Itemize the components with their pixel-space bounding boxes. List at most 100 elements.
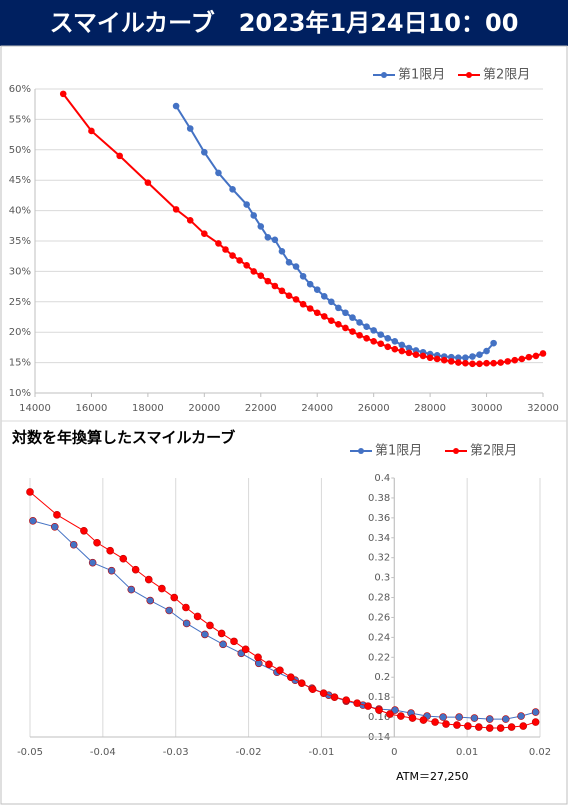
point bbox=[447, 358, 455, 365]
point bbox=[271, 236, 279, 244]
y-tick-label: 0.2 bbox=[374, 672, 390, 683]
y-tick-label: 45% bbox=[9, 175, 31, 186]
point bbox=[433, 355, 441, 363]
x-tick-label: -0.01 bbox=[308, 747, 334, 758]
point bbox=[26, 488, 34, 496]
point bbox=[455, 713, 463, 721]
point bbox=[222, 246, 229, 253]
point bbox=[496, 724, 505, 732]
point bbox=[517, 712, 525, 720]
point bbox=[217, 629, 226, 638]
y-tick-label: 0.38 bbox=[368, 493, 390, 504]
point bbox=[391, 706, 399, 714]
legend-label: 第1限月 bbox=[375, 444, 422, 459]
point bbox=[539, 350, 547, 357]
x-tick-label: 26000 bbox=[358, 403, 390, 414]
point bbox=[462, 359, 469, 367]
x-tick-label: 16000 bbox=[76, 403, 108, 414]
point bbox=[219, 640, 227, 649]
point bbox=[257, 223, 265, 230]
y-tick-label: 0.34 bbox=[368, 533, 390, 544]
point bbox=[201, 230, 208, 238]
point bbox=[172, 206, 180, 213]
point bbox=[313, 309, 321, 317]
point bbox=[483, 347, 490, 355]
point bbox=[330, 693, 339, 701]
point bbox=[186, 217, 194, 224]
y-tick-label: 55% bbox=[9, 114, 31, 125]
point bbox=[80, 526, 88, 535]
point bbox=[391, 345, 399, 353]
point bbox=[525, 353, 533, 361]
point bbox=[53, 511, 61, 519]
y-tick-label: 0.16 bbox=[368, 712, 390, 723]
series-line bbox=[175, 105, 495, 359]
point bbox=[328, 298, 335, 306]
y-tick-label: 40% bbox=[9, 206, 31, 217]
point bbox=[531, 708, 540, 716]
point bbox=[442, 720, 450, 728]
x-tick-label: -0.05 bbox=[17, 747, 43, 758]
point bbox=[146, 596, 155, 605]
y-tick-label: 0.3 bbox=[374, 573, 390, 584]
point bbox=[364, 702, 372, 710]
point bbox=[384, 343, 392, 351]
y-tick-label: 0.36 bbox=[368, 513, 390, 524]
point bbox=[531, 718, 540, 726]
legend-label: 第1限月 bbox=[398, 68, 445, 83]
point bbox=[271, 282, 279, 290]
y-tick-label: 0.18 bbox=[368, 692, 390, 703]
point bbox=[313, 286, 321, 293]
point bbox=[241, 645, 250, 654]
y-tick-label: 0.28 bbox=[368, 593, 390, 604]
point bbox=[264, 234, 272, 241]
point bbox=[490, 339, 497, 347]
x-tick-label: 32000 bbox=[527, 403, 559, 414]
x-tick-label: 30000 bbox=[471, 403, 503, 414]
point bbox=[278, 248, 286, 255]
point bbox=[363, 323, 370, 331]
point bbox=[511, 356, 519, 364]
point bbox=[59, 90, 67, 98]
point bbox=[93, 538, 101, 547]
point bbox=[144, 179, 152, 186]
chart-title: 対数を年換算したスマイルカーブ bbox=[11, 429, 235, 447]
point bbox=[464, 722, 472, 730]
point bbox=[182, 603, 190, 612]
point bbox=[501, 715, 510, 723]
series-line bbox=[29, 491, 536, 729]
y-tick-label: 20% bbox=[9, 327, 31, 338]
x-tick-label: -0.02 bbox=[236, 747, 262, 758]
point bbox=[342, 324, 349, 332]
point bbox=[377, 340, 385, 348]
point bbox=[230, 637, 238, 646]
point bbox=[419, 352, 427, 360]
point bbox=[88, 558, 97, 567]
point bbox=[356, 331, 363, 339]
point bbox=[405, 349, 413, 357]
point bbox=[206, 621, 214, 630]
legend-marker bbox=[358, 448, 364, 454]
x-tick-label: 20000 bbox=[188, 403, 220, 414]
point bbox=[292, 263, 300, 270]
point bbox=[257, 272, 265, 279]
point bbox=[485, 715, 494, 723]
point bbox=[440, 356, 448, 364]
y-tick-label: 60% bbox=[9, 84, 31, 95]
point bbox=[419, 716, 428, 724]
point bbox=[254, 653, 262, 662]
point bbox=[265, 660, 273, 669]
point bbox=[470, 714, 479, 722]
point bbox=[144, 575, 153, 584]
point bbox=[170, 593, 179, 602]
x-tick-label: 0.02 bbox=[529, 747, 551, 758]
point bbox=[455, 359, 462, 366]
point bbox=[215, 240, 222, 247]
point bbox=[363, 334, 370, 342]
point bbox=[476, 351, 483, 358]
point bbox=[201, 148, 208, 156]
point bbox=[386, 710, 394, 718]
point bbox=[306, 280, 314, 288]
